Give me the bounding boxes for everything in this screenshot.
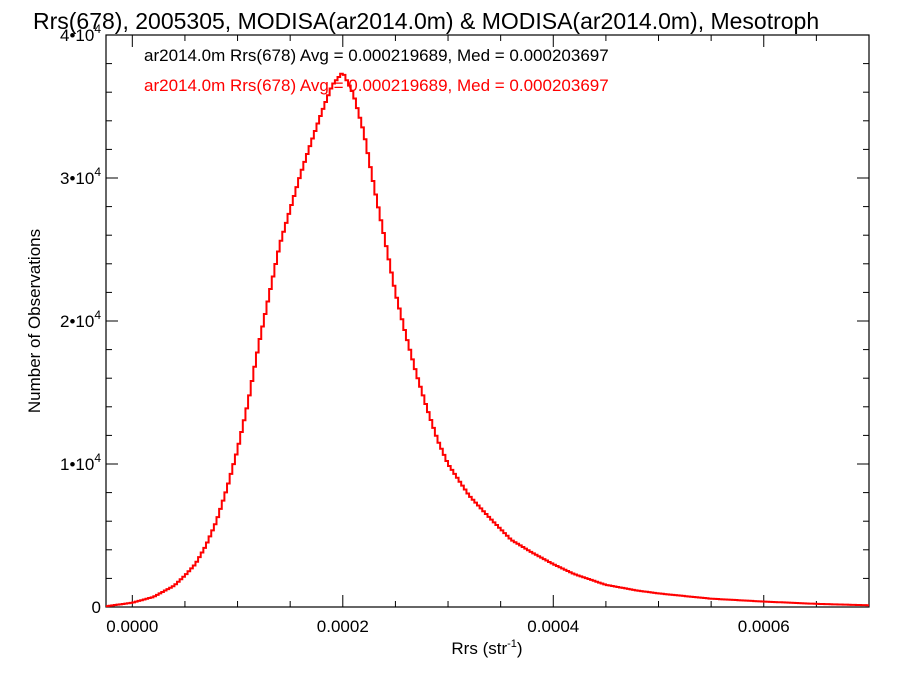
x-tick-label: 0.0004 — [527, 617, 579, 636]
plot-frame — [105, 34, 870, 608]
legend: ar2014.0m Rrs(678) Avg = 0.000219689, Me… — [144, 46, 609, 95]
y-tick-label: 3•104 — [60, 165, 101, 188]
legend-entry: ar2014.0m Rrs(678) Avg = 0.000219689, Me… — [144, 76, 609, 95]
y-tick-label: 2•104 — [60, 308, 101, 331]
y-tick-label: 1•104 — [60, 451, 101, 474]
y-axis: 0 1•104 2•104 3•104 4•104 — [60, 22, 869, 617]
y-tick-label: 4•104 — [60, 22, 101, 45]
histogram-series — [106, 72, 869, 608]
chart-title: Rrs(678), 2005305, MODISA(ar2014.0m) & M… — [33, 8, 819, 34]
y-tick-label: 0 — [92, 598, 101, 617]
x-axis-label: Rrs (str-1) — [451, 638, 522, 658]
x-tick-label: 0.0002 — [317, 617, 369, 636]
x-tick-label: 0.0000 — [106, 617, 158, 636]
x-tick-label: 0.0006 — [738, 617, 790, 636]
legend-entry: ar2014.0m Rrs(678) Avg = 0.000219689, Me… — [144, 46, 609, 65]
y-axis-label: Number of Observations — [25, 229, 44, 413]
x-axis: 0.0000 0.0002 0.0004 0.0006 — [106, 35, 870, 636]
